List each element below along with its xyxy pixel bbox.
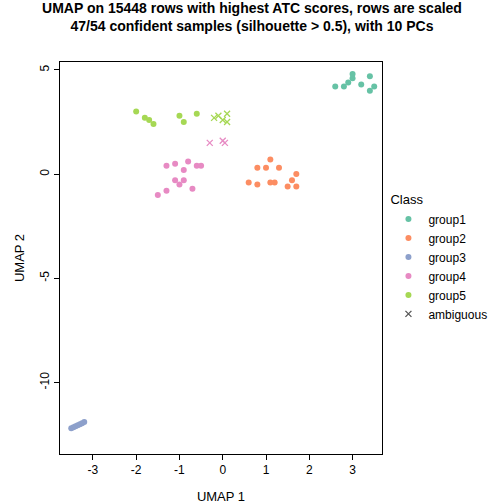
svg-text:group3: group3 <box>428 251 466 265</box>
svg-text:-2: -2 <box>131 463 142 477</box>
svg-text:-5: -5 <box>38 271 52 282</box>
svg-text:3: 3 <box>349 463 356 477</box>
svg-text:5: 5 <box>38 64 52 71</box>
svg-text:group1: group1 <box>428 213 466 227</box>
svg-text:Class: Class <box>390 192 423 207</box>
svg-text:UMAP 1: UMAP 1 <box>197 489 245 504</box>
svg-text:group5: group5 <box>428 289 466 303</box>
svg-text:-1: -1 <box>174 463 185 477</box>
svg-text:-10: -10 <box>38 372 52 390</box>
svg-text:0: 0 <box>219 463 226 477</box>
svg-text:group2: group2 <box>428 232 466 246</box>
svg-text:UMAP 2: UMAP 2 <box>12 234 27 282</box>
svg-text:ambiguous: ambiguous <box>428 308 487 322</box>
svg-text:-3: -3 <box>88 463 99 477</box>
svg-text:1: 1 <box>263 463 270 477</box>
svg-text:group4: group4 <box>428 270 466 284</box>
svg-text:0: 0 <box>38 169 52 176</box>
svg-text:UMAP on 15448 rows with highes: UMAP on 15448 rows with highest ATC scor… <box>42 0 462 34</box>
svg-text:2: 2 <box>306 463 313 477</box>
